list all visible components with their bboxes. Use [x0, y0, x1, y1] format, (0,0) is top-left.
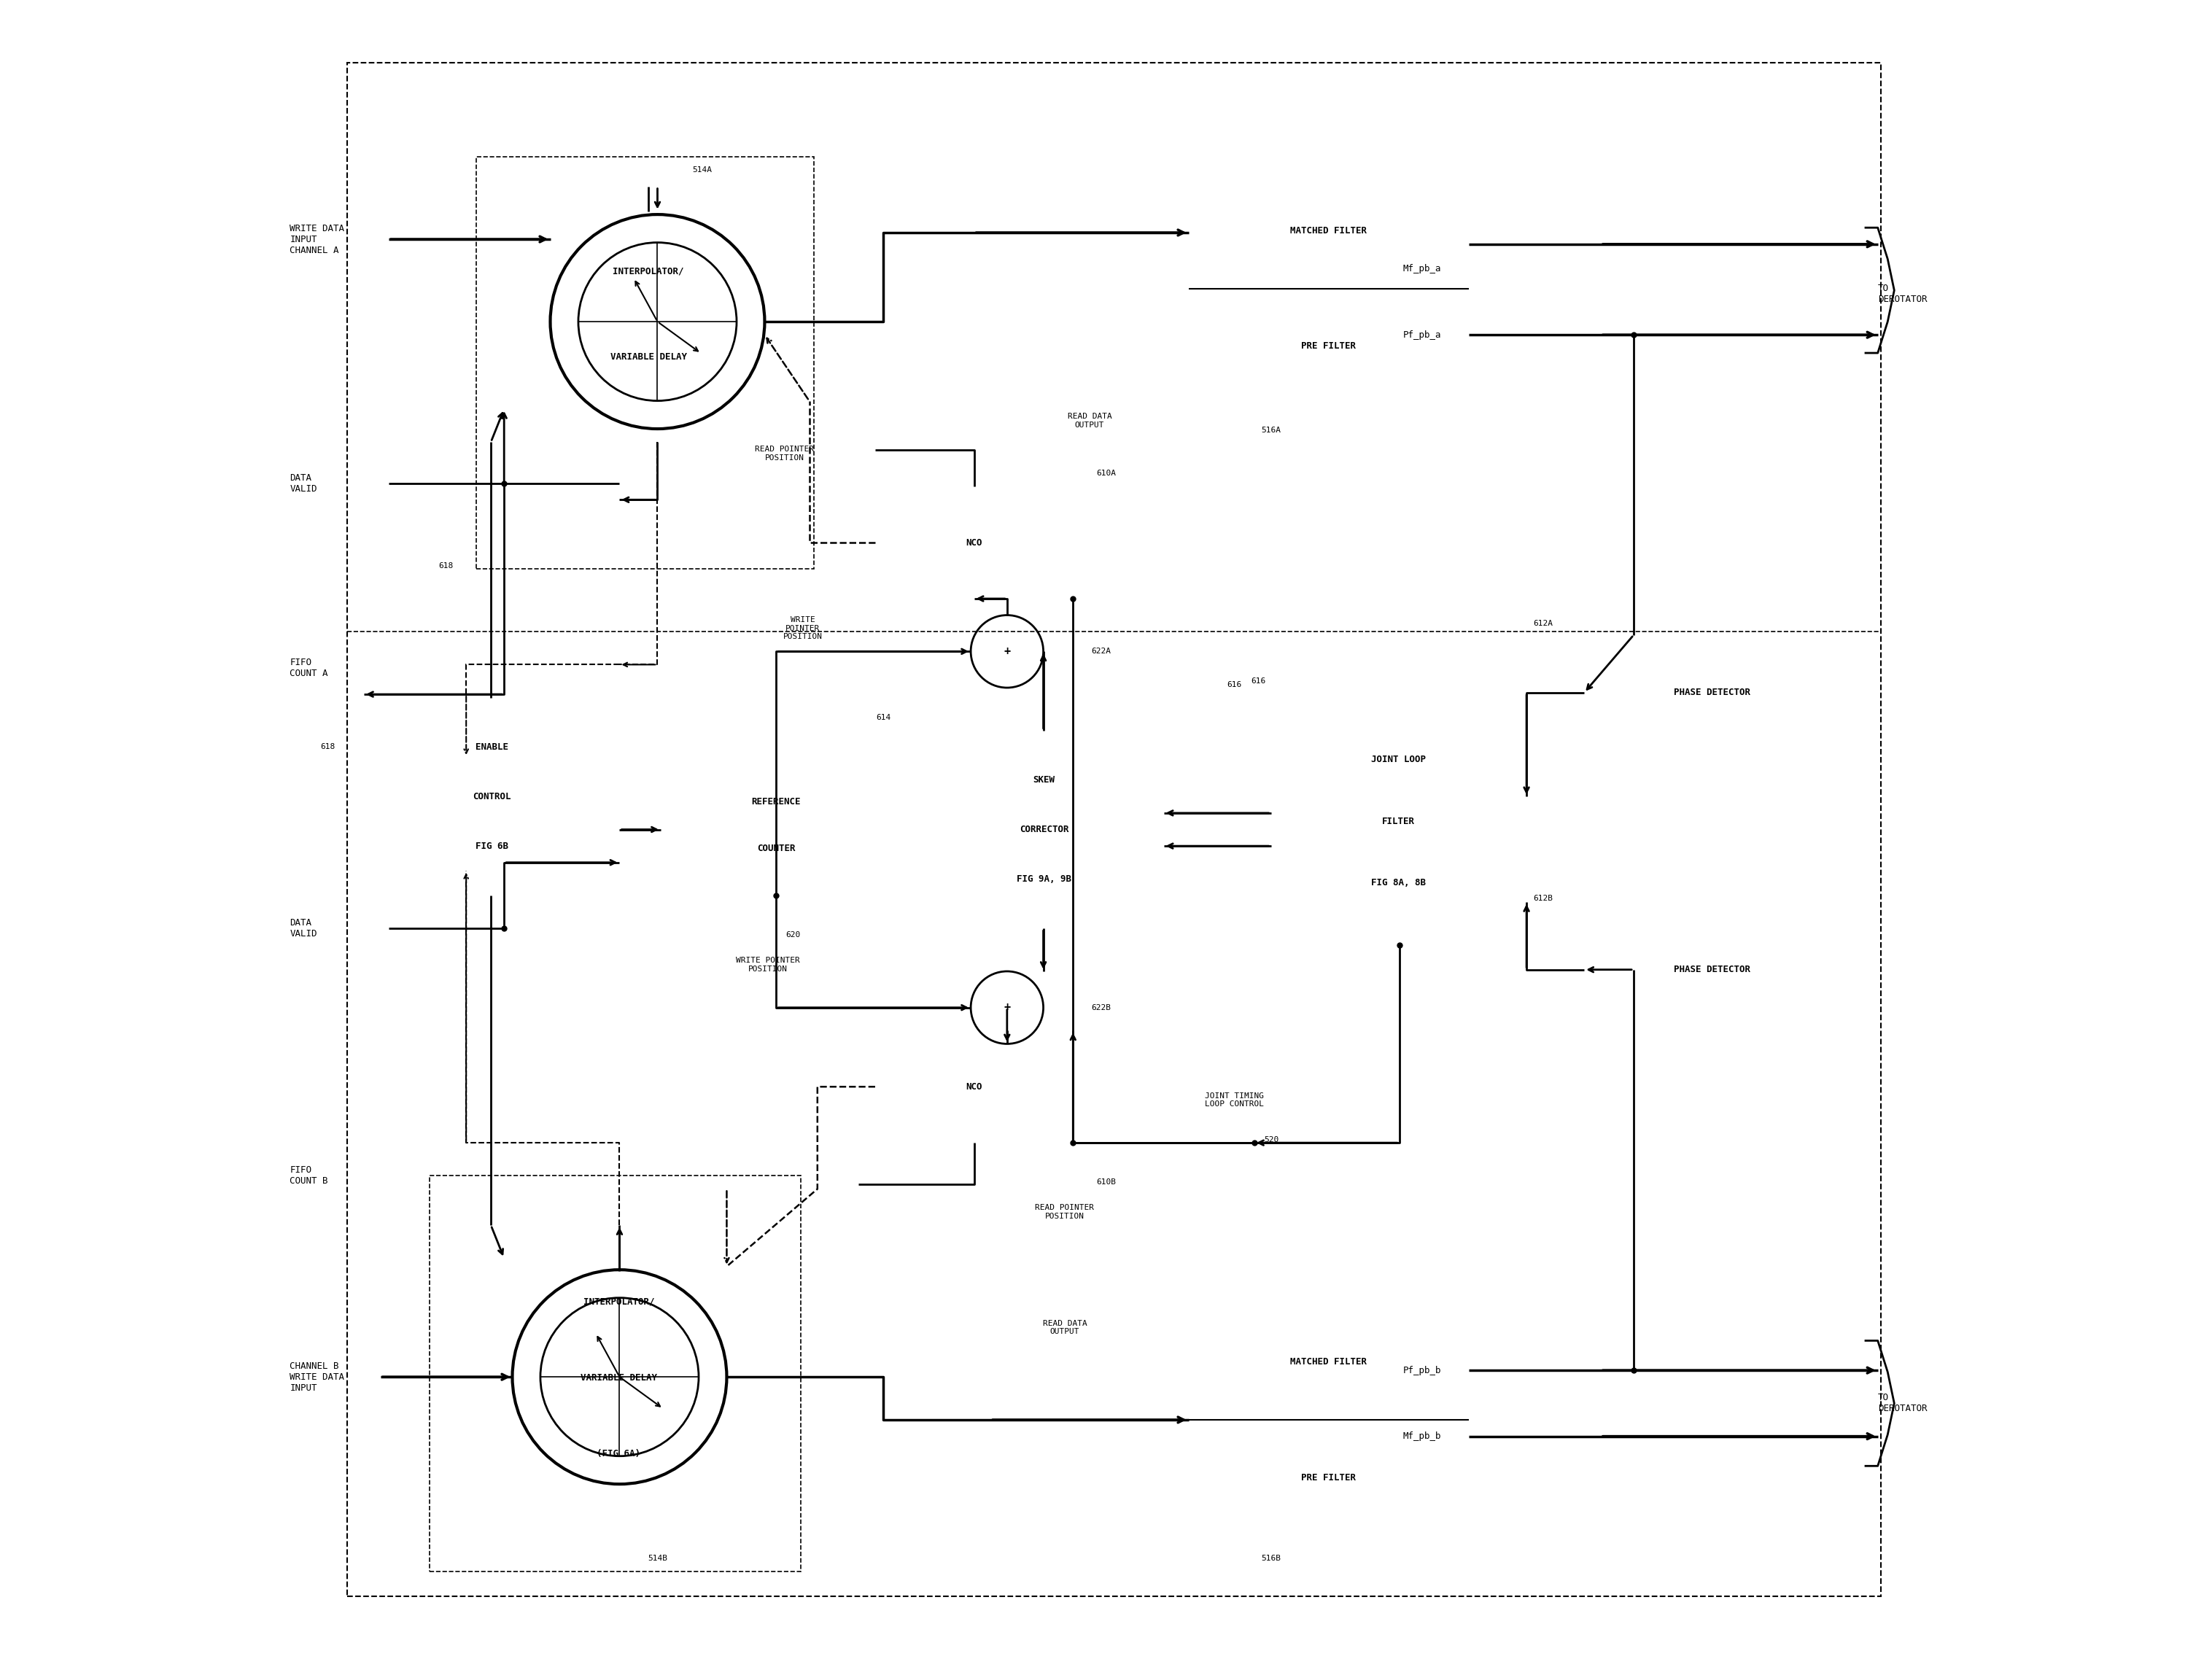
Bar — [1584, 635, 1840, 750]
Text: COUNTER: COUNTER — [757, 844, 796, 853]
Text: 612A: 612A — [1533, 620, 1553, 627]
Text: INTERPOLATOR/: INTERPOLATOR/ — [613, 267, 684, 277]
Text: +: + — [1004, 645, 1011, 657]
Bar — [1188, 173, 1469, 405]
Text: TO
DEROTATOR: TO DEROTATOR — [1878, 284, 1927, 304]
Bar — [467, 1226, 772, 1530]
Text: 516B: 516B — [1261, 1554, 1281, 1561]
Text: VARIABLE DELAY: VARIABLE DELAY — [611, 352, 686, 362]
Text: 616: 616 — [1252, 677, 1265, 685]
Text: TO
DEROTATOR: TO DEROTATOR — [1878, 1394, 1927, 1413]
Text: FIFO
COUNT B: FIFO COUNT B — [290, 1166, 327, 1186]
Text: 514A: 514A — [692, 166, 712, 174]
Text: Mf_pb_b: Mf_pb_b — [1402, 1432, 1442, 1442]
Text: Mf_pb_a: Mf_pb_a — [1402, 264, 1442, 274]
Bar — [476, 156, 814, 569]
Text: 610A: 610A — [1097, 469, 1115, 478]
Text: WRITE
POINTER
POSITION: WRITE POINTER POSITION — [783, 615, 823, 640]
Text: 514B: 514B — [648, 1554, 668, 1561]
Text: (FIG 6A): (FIG 6A) — [597, 1450, 641, 1458]
Bar — [876, 486, 1073, 599]
Text: MATCHED FILTER: MATCHED FILTER — [1290, 1357, 1367, 1367]
Text: PHASE DETECTOR: PHASE DETECTOR — [1674, 966, 1750, 974]
Text: PHASE DETECTOR: PHASE DETECTOR — [1674, 688, 1750, 697]
Bar — [1272, 697, 1526, 946]
Text: NCO: NCO — [967, 538, 982, 547]
Text: 516A: 516A — [1261, 426, 1281, 435]
Text: SKEW: SKEW — [1033, 775, 1055, 785]
Text: FIFO
COUNT A: FIFO COUNT A — [290, 657, 327, 679]
Text: MATCHED FILTER: MATCHED FILTER — [1290, 226, 1367, 236]
Text: 620: 620 — [785, 931, 801, 939]
Text: READ DATA
OUTPUT: READ DATA OUTPUT — [1068, 413, 1113, 428]
Text: REFERENCE: REFERENCE — [752, 798, 801, 806]
Text: Pf_pb_a: Pf_pb_a — [1402, 330, 1442, 340]
Text: FIG 6B: FIG 6B — [476, 841, 509, 851]
Text: READ POINTER
POSITION: READ POINTER POSITION — [754, 446, 814, 461]
Bar — [925, 730, 1164, 929]
Text: DATA
VALID: DATA VALID — [290, 473, 316, 493]
Bar — [1584, 912, 1840, 1027]
Text: 520: 520 — [1265, 1136, 1279, 1143]
Text: +: + — [1004, 1002, 1011, 1014]
Bar — [504, 186, 792, 441]
Text: CHANNEL B
WRITE DATA
INPUT: CHANNEL B WRITE DATA INPUT — [290, 1362, 345, 1392]
Text: PRE FILTER: PRE FILTER — [1301, 342, 1356, 352]
Text: INTERPOLATOR/: INTERPOLATOR/ — [584, 1297, 655, 1306]
Text: 618: 618 — [438, 562, 453, 569]
Text: 616: 616 — [1228, 680, 1241, 688]
Bar — [1188, 1304, 1469, 1535]
Text: 618: 618 — [321, 743, 334, 752]
Text: Pf_pb_b: Pf_pb_b — [1402, 1365, 1442, 1375]
Text: 622A: 622A — [1091, 647, 1110, 655]
Text: 622B: 622B — [1091, 1004, 1110, 1012]
Bar — [365, 697, 619, 896]
Text: VARIABLE DELAY: VARIABLE DELAY — [580, 1374, 657, 1382]
Text: READ POINTER
POSITION: READ POINTER POSITION — [1035, 1204, 1095, 1219]
Text: CORRECTOR: CORRECTOR — [1020, 825, 1068, 834]
Text: CONTROL: CONTROL — [473, 791, 511, 801]
Text: 612B: 612B — [1533, 896, 1553, 902]
Text: JOINT TIMING
LOOP CONTROL: JOINT TIMING LOOP CONTROL — [1206, 1092, 1263, 1108]
Text: WRITE DATA
INPUT
CHANNEL A: WRITE DATA INPUT CHANNEL A — [290, 224, 345, 255]
Bar — [661, 755, 891, 896]
Text: 610B: 610B — [1097, 1178, 1115, 1186]
Text: WRITE POINTER
POSITION: WRITE POINTER POSITION — [737, 957, 801, 972]
Text: DATA
VALID: DATA VALID — [290, 917, 316, 939]
Bar — [876, 1030, 1073, 1143]
Text: READ DATA
OUTPUT: READ DATA OUTPUT — [1042, 1319, 1086, 1335]
Text: ENABLE: ENABLE — [476, 742, 509, 752]
Text: FIG 9A, 9B: FIG 9A, 9B — [1018, 874, 1071, 884]
Text: JOINT LOOP: JOINT LOOP — [1371, 755, 1427, 765]
Text: 614: 614 — [876, 713, 891, 722]
Text: PRE FILTER: PRE FILTER — [1301, 1473, 1356, 1481]
Bar — [429, 1176, 801, 1571]
Text: FILTER: FILTER — [1382, 816, 1416, 826]
Text: FIG 8A, 8B: FIG 8A, 8B — [1371, 878, 1427, 888]
Text: NCO: NCO — [967, 1082, 982, 1092]
